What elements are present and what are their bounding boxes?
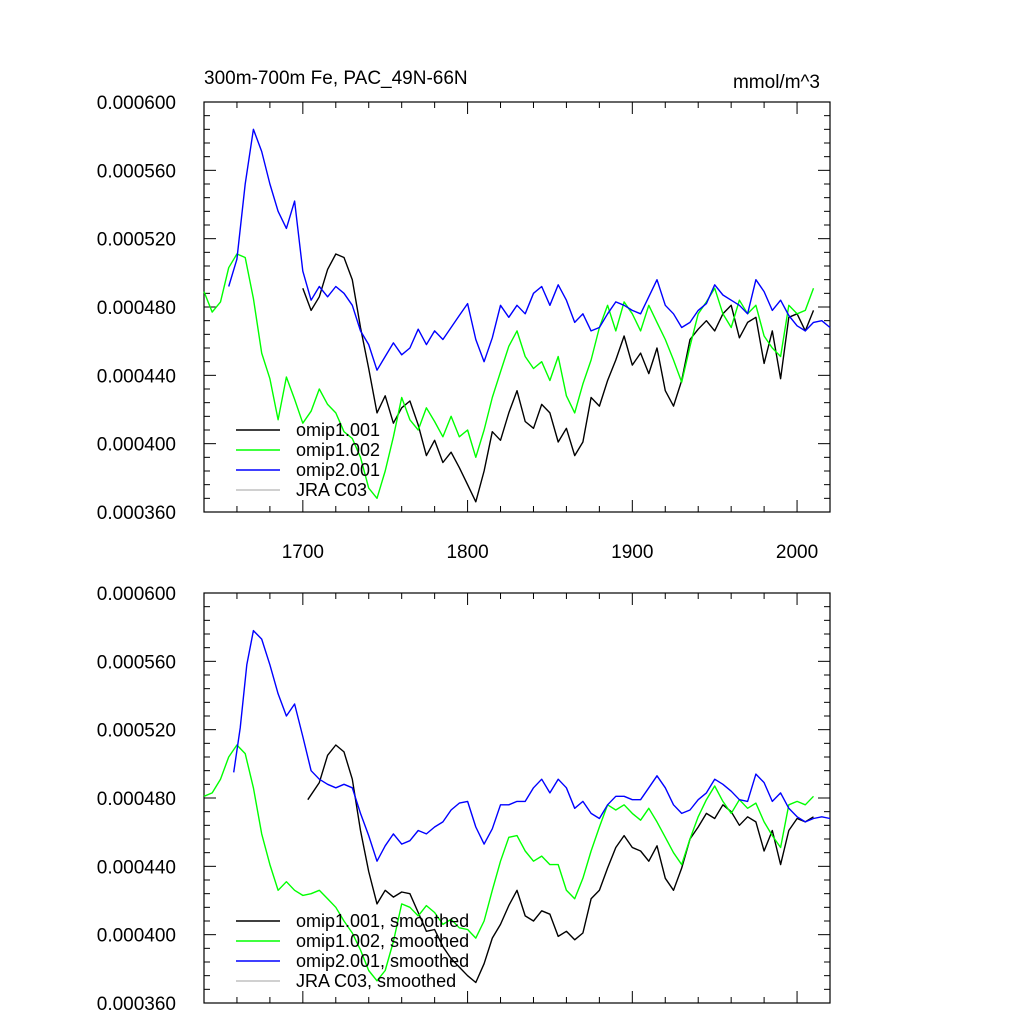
legend-label: omip1.001 (296, 420, 380, 440)
figure-title: 300m-700m Fe, PAC_49N-66N (204, 68, 468, 89)
top-panel-series (203, 128, 831, 503)
top-panel-y-tick-labels: 0.000360 0.000400 0.000440 0.000480 0.000520… (97, 93, 176, 524)
y-tick-label: 0.000560 (97, 161, 176, 182)
top-panel-ticks (203, 101, 831, 513)
y-tick-label: 0.000560 (97, 652, 176, 673)
y-tick-label: 0.000440 (97, 857, 176, 878)
y-tick-label: 0.000400 (97, 435, 176, 456)
units-label: mmol/m^3 (733, 72, 820, 93)
y-tick-label: 0.000400 (97, 926, 176, 947)
y-tick-label: 0.000520 (97, 721, 176, 742)
top-panel: 0.000360 0.000400 0.000440 0.000480 0.000520… (97, 93, 831, 563)
bottom-panel-ticks (203, 592, 831, 1004)
y-tick-label: 0.000480 (97, 298, 176, 319)
x-tick-label: 1700 (282, 542, 324, 563)
bottom-panel-y-tick-labels: 0.000360 0.000400 0.000440 0.000480 0.000520… (97, 584, 176, 1015)
x-tick-label: 2000 (776, 542, 818, 563)
y-tick-label: 0.000480 (97, 789, 176, 810)
legend-label: omip1.002 (296, 440, 380, 460)
top-panel-x-tick-labels: 1700 1800 1900 2000 (282, 542, 818, 563)
legend-label: JRA C03, smoothed (296, 971, 456, 991)
series-line-omip2-001 (228, 128, 831, 371)
y-tick-label: 0.000600 (97, 584, 176, 605)
series-line-omip1-002-smoothed (203, 744, 815, 982)
bottom-panel-series (203, 629, 831, 984)
legend-label: omip2.001 (296, 460, 380, 480)
y-tick-label: 0.000360 (97, 503, 176, 524)
series-line-omip1-001 (302, 253, 815, 503)
y-tick-label: 0.000600 (97, 93, 176, 114)
series-line-omip2-001-smoothed (233, 629, 831, 862)
legend-label: omip1.002, smoothed (296, 931, 469, 951)
x-tick-label: 1800 (446, 542, 488, 563)
x-tick-label: 1900 (611, 542, 653, 563)
legend-label: JRA C03 (296, 480, 367, 500)
y-tick-label: 0.000440 (97, 366, 176, 387)
legend-label: omip2.001, smoothed (296, 951, 469, 971)
legend-label: omip1.001, smoothed (296, 911, 469, 931)
y-tick-label: 0.000520 (97, 230, 176, 251)
bottom-panel: 0.000360 0.000400 0.000440 0.000480 0.000520… (97, 584, 831, 1015)
y-tick-label: 0.000360 (97, 994, 176, 1015)
